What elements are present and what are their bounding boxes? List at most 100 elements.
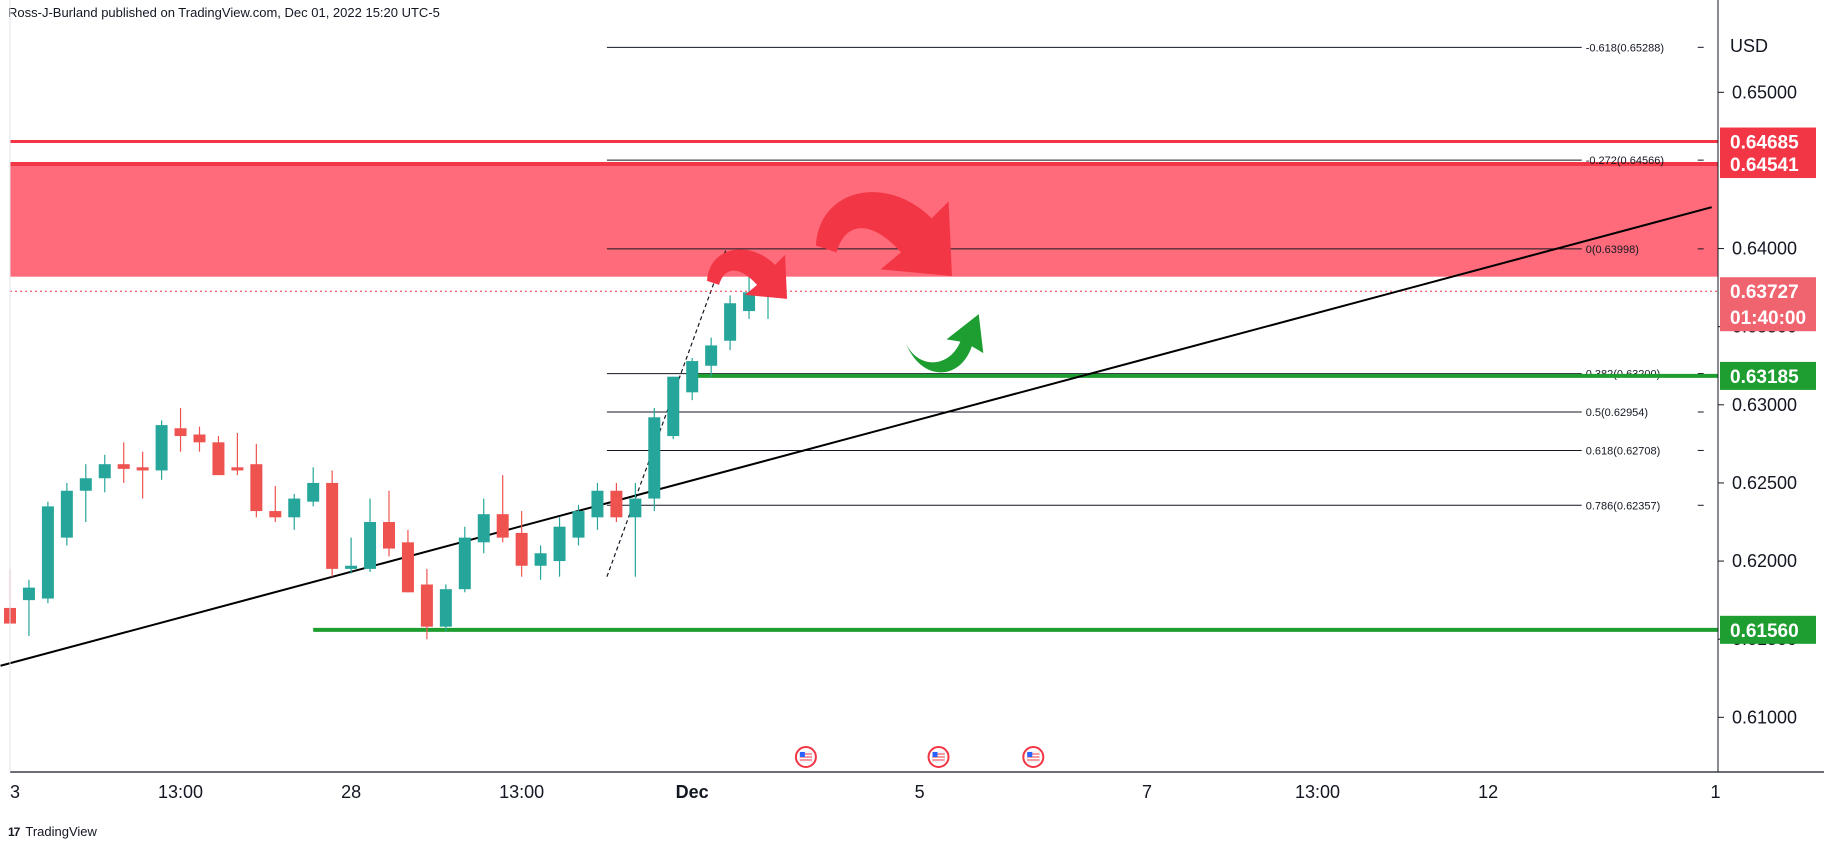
candle[interactable] xyxy=(174,407,187,452)
support-2-price-tag-text: 0.61560 xyxy=(1730,621,1799,642)
candle[interactable] xyxy=(477,498,490,554)
candle-body xyxy=(288,498,301,518)
candle[interactable] xyxy=(686,357,699,401)
candle[interactable] xyxy=(79,464,92,522)
candle-body xyxy=(743,292,756,312)
arrow-up-shape xyxy=(905,314,984,373)
candle[interactable] xyxy=(553,517,566,577)
candle-body xyxy=(420,584,433,627)
tradingview-brand[interactable]: 17 TradingView xyxy=(8,824,97,839)
candle-body xyxy=(231,467,244,471)
candle[interactable] xyxy=(193,426,206,452)
candle-body xyxy=(212,442,225,476)
x-tick-label: 5 xyxy=(915,782,925,802)
zone-price-tag: 0.64541 xyxy=(1720,150,1816,179)
candle[interactable] xyxy=(155,420,168,480)
flag-canton xyxy=(1027,752,1033,757)
ascending-trendline xyxy=(0,206,1712,667)
y-tick-label: 0.61000 xyxy=(1732,707,1797,727)
fib-level-label: -0.618(0.65288) xyxy=(1586,42,1664,54)
candle[interactable] xyxy=(496,475,509,543)
candle[interactable] xyxy=(117,442,130,483)
candle-body xyxy=(648,417,661,499)
candle[interactable] xyxy=(534,545,547,580)
candle[interactable] xyxy=(667,376,680,440)
candle[interactable] xyxy=(591,482,604,530)
zone-price-tag-bg xyxy=(1720,150,1816,179)
candle[interactable] xyxy=(212,436,225,476)
candle-body xyxy=(705,345,718,366)
candle[interactable] xyxy=(515,511,528,577)
candle[interactable] xyxy=(250,443,263,518)
us-flag-event-icon[interactable] xyxy=(794,746,817,768)
flag-canton xyxy=(799,752,805,757)
candle[interactable] xyxy=(420,568,433,640)
candle[interactable] xyxy=(22,579,35,637)
candle[interactable] xyxy=(345,537,358,574)
candle-body xyxy=(60,490,73,538)
candle-body xyxy=(22,587,35,601)
tradingview-logo-icon: 17 xyxy=(8,824,20,839)
fib-level-label: 0.5(0.62954) xyxy=(1586,407,1648,419)
candle-body xyxy=(155,425,168,471)
candle-body xyxy=(591,490,604,518)
candle[interactable] xyxy=(364,498,377,572)
y-tick-label: 0.62000 xyxy=(1732,551,1797,571)
candle-body xyxy=(667,376,680,437)
fib-level-label: 0(0.63998) xyxy=(1586,244,1639,256)
candle-body xyxy=(326,482,339,569)
x-tick-label: 12 xyxy=(1478,782,1498,802)
candle[interactable] xyxy=(231,432,244,476)
candle[interactable] xyxy=(648,407,661,512)
arrow-down-shape xyxy=(815,192,952,277)
support-2-price-tag-bg xyxy=(1720,615,1816,644)
resistance-price-tag-text: 0.64685 xyxy=(1730,133,1799,154)
x-tick-label: Dec xyxy=(676,782,709,802)
axes-layer: USD0.650000.640000.635000.630000.625000.… xyxy=(9,0,1824,802)
candle[interactable] xyxy=(705,337,718,377)
fib-level-label: -0.272(0.64566) xyxy=(1586,155,1664,167)
candle-body xyxy=(269,511,282,518)
candle[interactable] xyxy=(401,529,414,593)
current-price-tag: 0.63727 01:40:00 xyxy=(1720,277,1816,332)
y-tick-label: 0.63000 xyxy=(1732,395,1797,415)
candle-body xyxy=(136,467,149,471)
us-flag-event-icon[interactable] xyxy=(1022,746,1045,768)
candle[interactable] xyxy=(458,526,471,593)
candle[interactable] xyxy=(98,454,111,493)
candle-body xyxy=(117,464,130,469)
y-tick-label: 0.62500 xyxy=(1732,473,1797,493)
candle[interactable] xyxy=(439,584,452,632)
candle[interactable] xyxy=(41,501,54,604)
candle[interactable] xyxy=(307,467,320,507)
us-flag-event-icon[interactable] xyxy=(927,746,950,768)
events-layer[interactable] xyxy=(794,746,1045,768)
brand-name: TradingView xyxy=(25,824,97,839)
candle[interactable] xyxy=(326,470,339,577)
candle-body xyxy=(515,532,528,566)
candle[interactable] xyxy=(60,482,73,546)
y-tick-label: 0.64000 xyxy=(1732,239,1797,259)
candle-body xyxy=(79,478,92,491)
candle-body xyxy=(193,434,206,443)
x-tick-label: 1 xyxy=(1710,782,1720,802)
candle[interactable] xyxy=(269,486,282,522)
candle-body xyxy=(572,511,585,538)
candle[interactable] xyxy=(383,490,395,557)
candle[interactable] xyxy=(629,482,642,577)
fibonacci-layer: -0.618(0.65288) -0.272(0.64566) 0(0.63998)… xyxy=(606,42,1704,577)
y-tick-label: 0.65000 xyxy=(1732,82,1797,102)
candle-body xyxy=(477,514,490,543)
x-tick-label: 13:00 xyxy=(499,782,544,802)
candle[interactable] xyxy=(610,482,623,522)
candle-body xyxy=(401,542,414,593)
candle[interactable] xyxy=(288,493,301,530)
candle[interactable] xyxy=(724,295,737,351)
candles-layer[interactable] xyxy=(4,251,774,640)
candle[interactable] xyxy=(572,504,585,546)
currency-label: USD xyxy=(1730,36,1768,56)
candle[interactable] xyxy=(136,451,149,499)
support-2-price-tag: 0.61560 xyxy=(1720,615,1816,644)
